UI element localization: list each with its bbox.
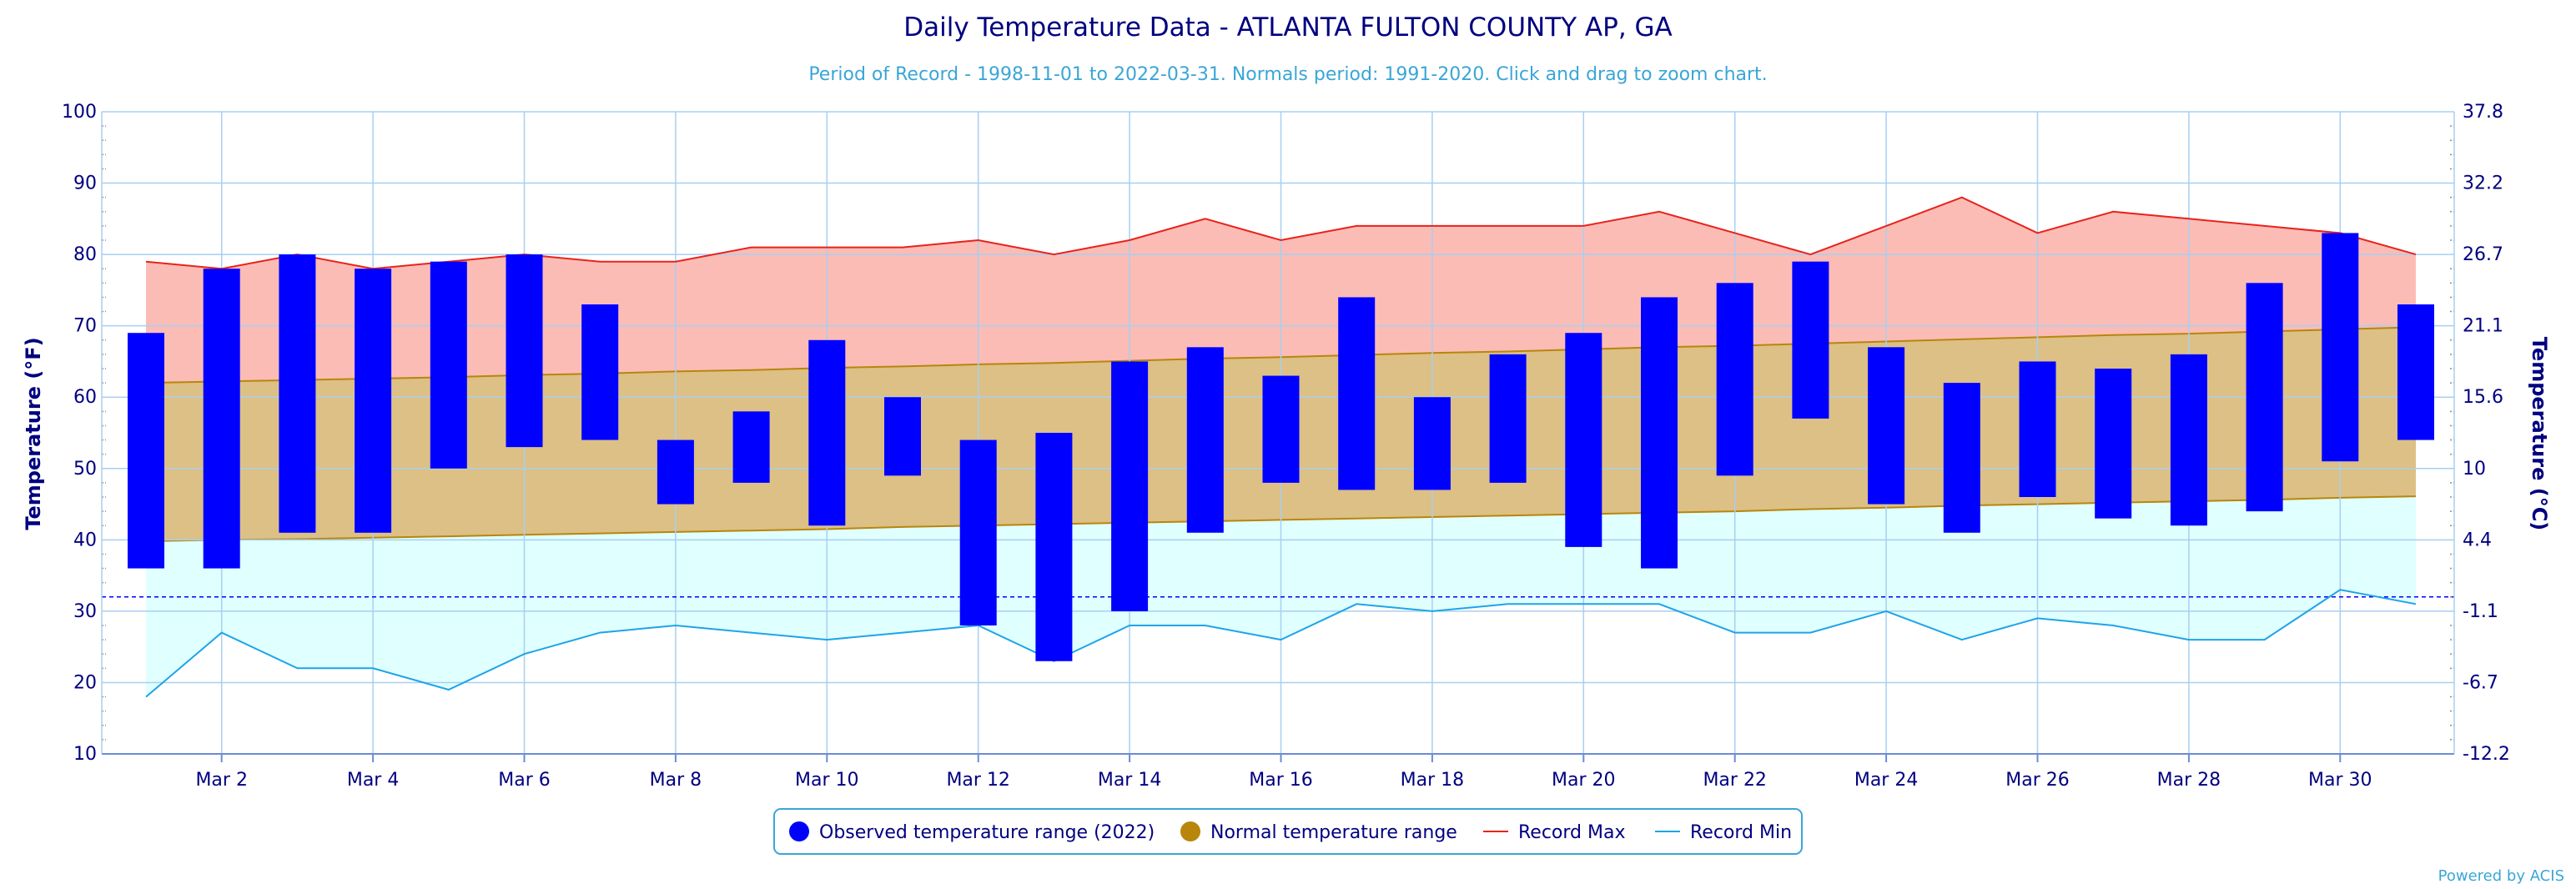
observed-bar [1943,383,1980,533]
observed-bar [1641,297,1678,569]
legend-item-record-min[interactable]: Record Min [1655,822,1792,843]
observed-bar [1186,347,1224,533]
chart-subtitle: Period of Record - 1998-11-01 to 2022-03… [808,64,1767,85]
axes: 10 20 30 40 50 60 70 80 90 100 37.8 32.2 26.7 21.1 15.… [62,102,2510,791]
legend-normal-marker [1180,821,1200,841]
legend-observed-marker [789,821,809,841]
credit-link[interactable]: Powered by ACIS [2438,867,2564,885]
y-tick-label-right: 15.6 [2463,387,2503,408]
observed-bar [1111,361,1149,611]
observed-bar [128,333,164,569]
legend-record-min-label: Record Min [1690,822,1792,843]
legend-item-observed[interactable]: Observed temperature range (2022) [789,821,1155,843]
legend-record-max-label: Record Max [1518,822,1626,843]
observed-bar [279,254,316,533]
observed-bars [128,233,2434,661]
y-tick-label-left: 40 [73,530,97,550]
observed-bar [1489,354,1527,483]
observed-bar [1868,347,1905,505]
y-tick-label-right: 4.4 [2463,530,2492,550]
x-tick-label: Mar 12 [946,770,1010,791]
y-tick-label-right: -1.1 [2463,601,2498,622]
y-tick-label-right: 10 [2463,459,2486,480]
y-tick-label-left: 100 [62,102,97,123]
observed-bar [657,439,694,505]
observed-bar [1565,333,1602,547]
observed-bar [355,269,392,533]
y-tick-label-right: -12.2 [2463,744,2510,765]
x-tick-label: Mar 8 [650,770,702,791]
observed-bar [506,254,543,448]
y-tick-label-left: 20 [73,672,97,693]
y-axis-title-right: Temperature (°C) [2528,337,2551,531]
observed-bar [581,304,619,440]
legend: Observed temperature range (2022) Normal… [773,808,1803,855]
chart-title: Daily Temperature Data - ATLANTA FULTON … [903,13,1673,43]
legend-item-record-max[interactable]: Record Max [1483,822,1626,843]
x-tick-label: Mar 16 [1249,770,1313,791]
observed-bar [1413,397,1451,490]
x-tick-label: Mar 18 [1401,770,1465,791]
y-tick-label-right: 21.1 [2463,316,2503,337]
y-tick-label-left: 60 [73,387,97,408]
y-tick-label-left: 90 [73,173,97,194]
y-tick-label-left: 30 [73,601,97,622]
y-tick-label-right: 37.8 [2463,102,2503,123]
y-tick-label-left: 70 [73,316,97,337]
legend-observed-label: Observed temperature range (2022) [819,822,1155,843]
observed-bar [1338,297,1376,490]
observed-bar [2170,354,2207,526]
observed-bar [884,397,921,476]
legend-item-normal[interactable]: Normal temperature range [1180,821,1457,843]
y-axis-title-left: Temperature (°F) [22,337,45,530]
x-tick-label: Mar 4 [347,770,400,791]
observed-bar [1716,283,1753,476]
record-lines [145,196,2417,698]
x-tick-label: Mar 6 [498,770,551,791]
x-tick-label: Mar 24 [1854,770,1919,791]
observed-bar [2246,283,2283,512]
x-tick-label: Mar 14 [1098,770,1162,791]
observed-bar [2397,304,2434,440]
x-tick-label: Mar 2 [195,770,248,791]
observed-bar [1262,375,1300,483]
observed-bar [959,439,997,625]
y-tick-label-left: 10 [73,744,97,765]
observed-bar [2095,369,2132,519]
observed-bar [1792,261,1829,419]
y-tick-label-right: 26.7 [2463,244,2503,265]
x-tick-label: Mar 22 [1703,770,1767,791]
y-tick-label-right: 32.2 [2463,173,2503,194]
observed-bar [430,261,467,469]
observed-bar [1035,433,1073,661]
record-max-line [145,196,2417,270]
observed-bar [732,411,770,483]
observed-bar [2322,233,2359,462]
record-min-line [145,589,2417,698]
y-tick-label-right: -6.7 [2463,672,2498,693]
x-tick-label: Mar 28 [2157,770,2221,791]
legend-box [773,808,1803,855]
x-tick-label: Mar 20 [1552,770,1616,791]
observed-bar [2019,361,2056,497]
y-tick-label-left: 80 [73,244,97,265]
observed-bar [203,269,240,569]
y-tick-label-left: 50 [73,459,97,480]
x-tick-label: Mar 26 [2005,770,2070,791]
observed-bar [808,339,846,526]
x-tick-label: Mar 30 [2308,770,2372,791]
legend-normal-label: Normal temperature range [1210,822,1457,843]
x-tick-label: Mar 10 [795,770,859,791]
